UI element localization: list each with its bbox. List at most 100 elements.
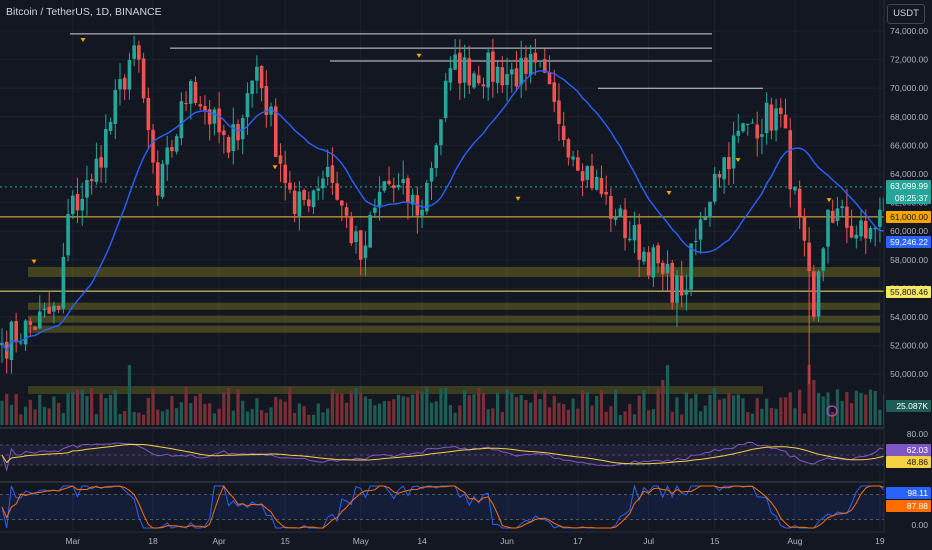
candle-body — [335, 183, 339, 200]
candle-body — [750, 122, 755, 124]
candle-body — [273, 106, 278, 157]
volume-bar — [52, 396, 56, 425]
candle-body — [37, 311, 42, 329]
volume-bar — [552, 395, 556, 425]
candle-body — [736, 130, 741, 136]
price-tick-label: 60,000.00 — [890, 226, 928, 236]
volume-bar — [576, 408, 580, 425]
volume-bar — [340, 393, 344, 425]
volume-bar — [297, 403, 301, 425]
volume-value-badge-bg — [886, 400, 931, 412]
stoch-band — [0, 494, 884, 520]
volume-bar — [373, 405, 377, 425]
candle-body — [401, 179, 405, 184]
volume-bar — [425, 387, 429, 425]
time-axis-label: 15 — [710, 536, 720, 546]
candle-body — [373, 207, 377, 213]
candle-body — [566, 139, 571, 158]
candle-body — [590, 165, 594, 189]
volume-bar — [61, 412, 65, 425]
candle-body — [524, 57, 528, 74]
candle-body — [349, 216, 354, 244]
volume-bar — [618, 414, 622, 425]
candle-body — [207, 109, 212, 125]
candle-body — [604, 192, 608, 195]
volume-bar — [9, 404, 14, 425]
candle-body — [52, 305, 56, 312]
candle-body — [283, 164, 287, 184]
candle-body — [840, 206, 844, 208]
candle-body — [854, 234, 859, 239]
candle-body — [179, 101, 184, 139]
volume-bar — [330, 389, 334, 425]
volume-bar — [868, 389, 873, 425]
candle-body — [665, 263, 670, 274]
stoch-k-badge-bg — [886, 487, 931, 499]
volume-bar — [812, 380, 816, 425]
candle-body — [458, 52, 462, 84]
candle-body — [193, 82, 198, 103]
volume-bar — [755, 397, 759, 425]
volume-bar — [816, 392, 821, 425]
volume-bar — [585, 391, 589, 425]
candle-body — [363, 245, 368, 259]
volume-bar — [651, 409, 655, 425]
volume-bar — [33, 409, 37, 425]
time-axis-label: May — [353, 536, 370, 546]
rsi-ma-badge-bg — [886, 456, 931, 468]
candle-body — [19, 342, 23, 344]
candle-body — [429, 168, 434, 182]
volume-bar — [189, 403, 193, 425]
alert-icon — [826, 405, 838, 417]
price-tick-label: 66,000.00 — [890, 140, 928, 150]
candle-body — [599, 177, 604, 195]
ma-value-badge: 59,246.22 — [890, 237, 928, 247]
candle-body — [137, 45, 141, 60]
volume-bar — [47, 408, 51, 425]
volume-bar — [694, 393, 698, 425]
candle-body — [448, 68, 453, 83]
volume-bar — [283, 401, 287, 425]
volume-bar — [5, 393, 9, 425]
stoch-d-line — [1, 485, 932, 529]
volume-bar — [354, 388, 358, 425]
candle-body — [61, 256, 66, 309]
time-axis-label: Jun — [500, 536, 514, 546]
volume-bar — [359, 392, 363, 425]
volume-bar — [94, 414, 98, 425]
volume-bar — [0, 400, 4, 425]
time-axis-label: 17 — [573, 536, 583, 546]
volume-bar — [415, 390, 419, 425]
candle-body — [627, 238, 632, 241]
candle-body — [396, 184, 401, 188]
candle-body — [495, 66, 500, 84]
volume-bar — [864, 394, 868, 425]
candle-body — [717, 174, 722, 178]
stoch-d-badge: 87.88 — [907, 501, 929, 511]
symbol-title[interactable]: Bitcoin / TetherUS, 1D, BINANCE — [6, 6, 162, 18]
candle-body — [113, 89, 118, 125]
stoch-k-badge: 98.11 — [907, 488, 928, 498]
volume-bar — [382, 401, 386, 425]
currency-button[interactable]: USDT — [887, 4, 925, 24]
price-tick-label: 52,000.00 — [890, 341, 928, 351]
volume-bar — [123, 411, 127, 425]
candle-body — [472, 73, 476, 88]
candle-body — [420, 209, 424, 216]
volume-bar — [179, 402, 183, 425]
candle-body — [33, 326, 37, 330]
volume-bar — [222, 392, 226, 425]
candle-body — [14, 320, 18, 343]
time-axis-label: Mar — [65, 536, 80, 546]
candle-body — [132, 45, 136, 59]
candle-body — [618, 208, 623, 218]
volume-bar — [732, 395, 736, 425]
rsi-ma-badge: 48.86 — [907, 457, 929, 467]
volume-bar — [462, 390, 467, 425]
candle-body — [240, 118, 245, 140]
volume-bar — [113, 389, 117, 425]
volume-bar — [142, 414, 146, 425]
candle-body — [307, 199, 311, 207]
